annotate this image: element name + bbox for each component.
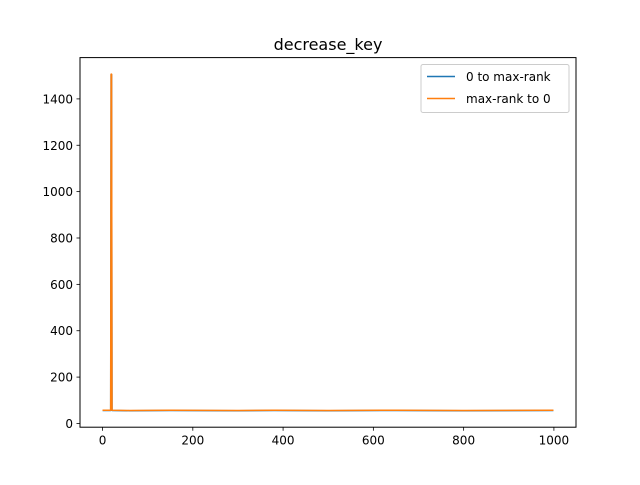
y-tick-label: 1000 (42, 185, 73, 199)
x-axis: 0 200 400 600 800 1000 (99, 427, 569, 448)
y-tick-label: 200 (50, 371, 73, 385)
legend-label-0: 0 to max-rank (466, 70, 551, 84)
series-layer (102, 73, 554, 412)
series-line-1 (102, 73, 554, 412)
y-axis: 0 200 400 600 800 1000 1200 1400 (42, 92, 80, 431)
x-tick-label: 400 (272, 434, 295, 448)
plot-frame (79, 57, 577, 428)
x-tick-label: 0 (99, 434, 107, 448)
y-tick-label: 400 (50, 324, 73, 338)
x-tick-label: 200 (181, 434, 204, 448)
x-tick-label: 800 (452, 434, 475, 448)
y-tick-label: 1200 (42, 139, 73, 153)
x-tick-label: 600 (362, 434, 385, 448)
chart-title: decrease_key (274, 35, 383, 55)
y-tick-label: 600 (50, 278, 73, 292)
y-tick-label: 0 (65, 417, 73, 431)
y-tick-label: 1400 (42, 92, 73, 106)
x-tick-label: 1000 (539, 434, 570, 448)
legend-box (420, 64, 570, 113)
y-tick-label: 800 (50, 231, 73, 245)
legend: 0 to max-rank max-rank to 0 (420, 64, 570, 113)
legend-label-1: max-rank to 0 (466, 92, 551, 106)
